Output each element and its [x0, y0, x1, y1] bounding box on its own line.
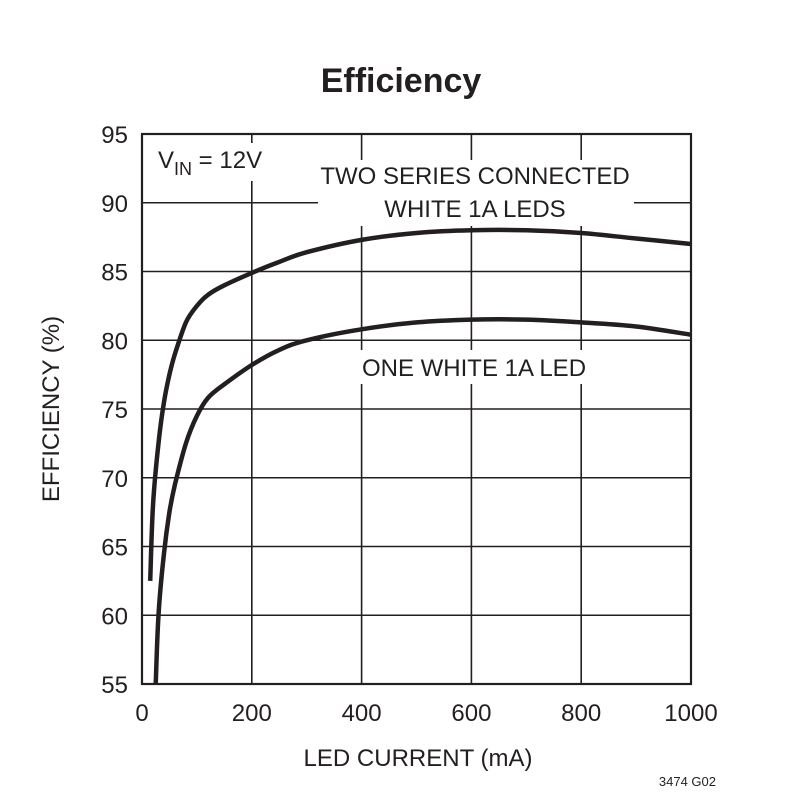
- y-tick-label-75: 75: [101, 397, 128, 424]
- condition-label-background: [152, 143, 278, 181]
- y-tick-label-90: 90: [101, 191, 128, 218]
- tick-labels: 0 200 400 600 800 1000 55 60 65 70 75 80 85 90 95: [101, 122, 717, 727]
- x-axis-label: LED CURRENT (mA): [304, 745, 533, 772]
- x-tick-label-0: 0: [135, 700, 148, 727]
- x-tick-label-200: 200: [232, 700, 272, 727]
- x-tick-label-800: 800: [561, 700, 601, 727]
- figure-code: 3474 G02: [659, 774, 716, 789]
- condition-v: V: [158, 147, 174, 174]
- y-tick-label-70: 70: [101, 466, 128, 493]
- x-tick-label-600: 600: [451, 700, 491, 727]
- condition-label-group: VIN = 12V: [152, 143, 278, 181]
- y-axis-label: EFFICIENCY (%): [38, 316, 65, 502]
- label-background-one-led: [353, 350, 595, 384]
- series-label-two-leds-line-1: TWO SERIES CONNECTED: [320, 163, 629, 190]
- series-labels: TWO SERIES CONNECTED WHITE 1A LEDS ONE W…: [318, 160, 634, 384]
- y-tick-label-55: 55: [101, 672, 128, 699]
- y-tick-label-80: 80: [101, 328, 128, 355]
- plot-frame: [140, 132, 693, 686]
- y-tick-label-85: 85: [101, 260, 128, 287]
- series-line-one-white-led: [153, 317, 692, 685]
- condition-subscript: IN: [174, 159, 192, 179]
- condition-label: VIN = 12V: [158, 147, 262, 179]
- series-lines: [147, 227, 692, 685]
- series-label-two-leds-line-2: WHITE 1A LEDS: [384, 196, 565, 223]
- chart-title: Efficiency: [321, 62, 482, 100]
- y-tick-label-95: 95: [101, 122, 128, 149]
- x-tick-label-400: 400: [342, 700, 382, 727]
- series-line-two-series-leds: [147, 227, 692, 581]
- condition-value: = 12V: [192, 147, 262, 174]
- y-tick-label-65: 65: [101, 535, 128, 562]
- series-label-one-led: ONE WHITE 1A LED: [362, 355, 586, 382]
- x-tick-label-1000: 1000: [664, 700, 717, 727]
- y-tick-label-60: 60: [101, 603, 128, 630]
- label-background-two-leds: [318, 160, 634, 226]
